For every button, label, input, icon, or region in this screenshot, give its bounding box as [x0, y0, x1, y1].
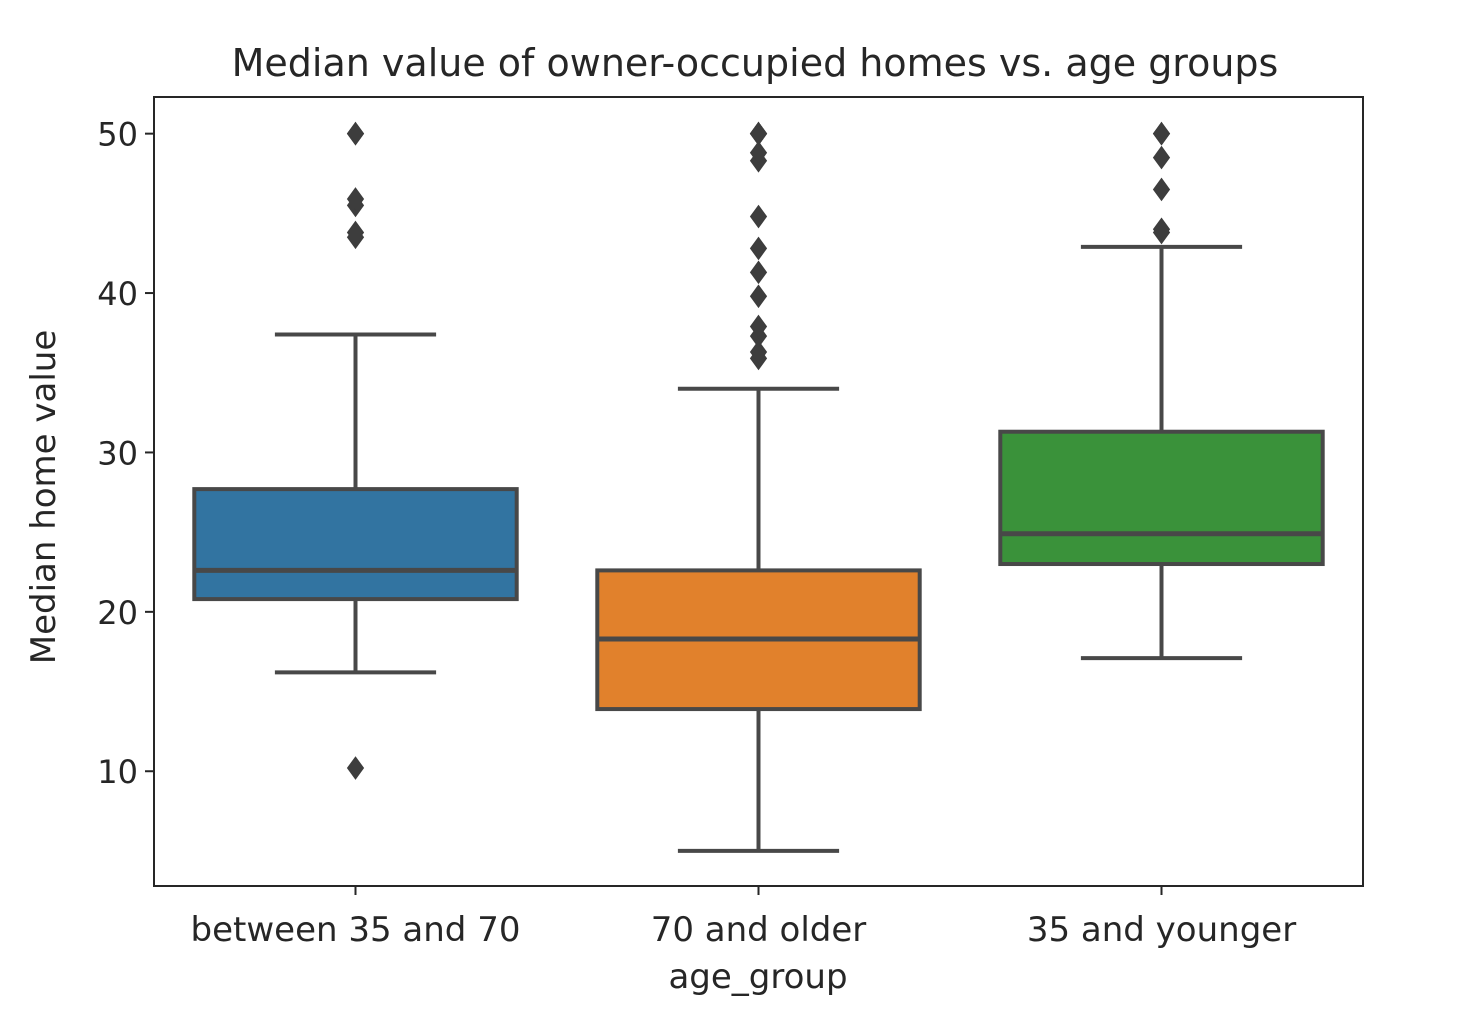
x-axis: between 35 and 70 70 and older 35 and youn… — [191, 886, 1296, 950]
outlier-point — [346, 220, 365, 245]
outlier-point — [749, 260, 768, 285]
y-axis-label: Median home value — [24, 330, 64, 665]
outlier-point — [1152, 121, 1171, 146]
outlier-point — [346, 121, 365, 146]
outlier-point — [749, 314, 768, 339]
y-tick-label: 10 — [97, 753, 138, 791]
y-tick-label: 40 — [97, 275, 138, 313]
x-axis-label: age_group — [668, 957, 847, 997]
iqr-box — [192, 487, 519, 602]
outlier-point — [1152, 145, 1171, 170]
outlier-point — [1152, 177, 1171, 202]
outlier-point — [346, 756, 365, 780]
x-tick-label: 35 and younger — [1027, 910, 1296, 950]
box-group-1 — [192, 121, 519, 780]
iqr-box — [998, 429, 1325, 567]
y-axis: 10 20 30 40 50 — [97, 116, 154, 791]
outlier-point — [749, 284, 768, 309]
outlier-point — [346, 187, 365, 211]
box-group-2 — [595, 121, 922, 853]
outlier-point — [749, 340, 768, 364]
outlier-point — [749, 204, 768, 229]
outlier-point — [749, 236, 768, 261]
outlier-point — [749, 140, 768, 165]
chart-title: Median value of owner-occupied homes vs.… — [232, 41, 1279, 85]
x-tick-label: 70 and older — [651, 910, 867, 950]
y-tick-label: 20 — [97, 594, 138, 632]
x-tick-label: between 35 and 70 — [191, 910, 521, 950]
y-tick-label: 50 — [97, 116, 138, 154]
outlier-point — [749, 121, 768, 146]
box-group-3 — [998, 121, 1325, 661]
plot-area — [192, 121, 1325, 853]
outlier-point — [1152, 217, 1171, 242]
y-tick-label: 30 — [97, 434, 138, 472]
